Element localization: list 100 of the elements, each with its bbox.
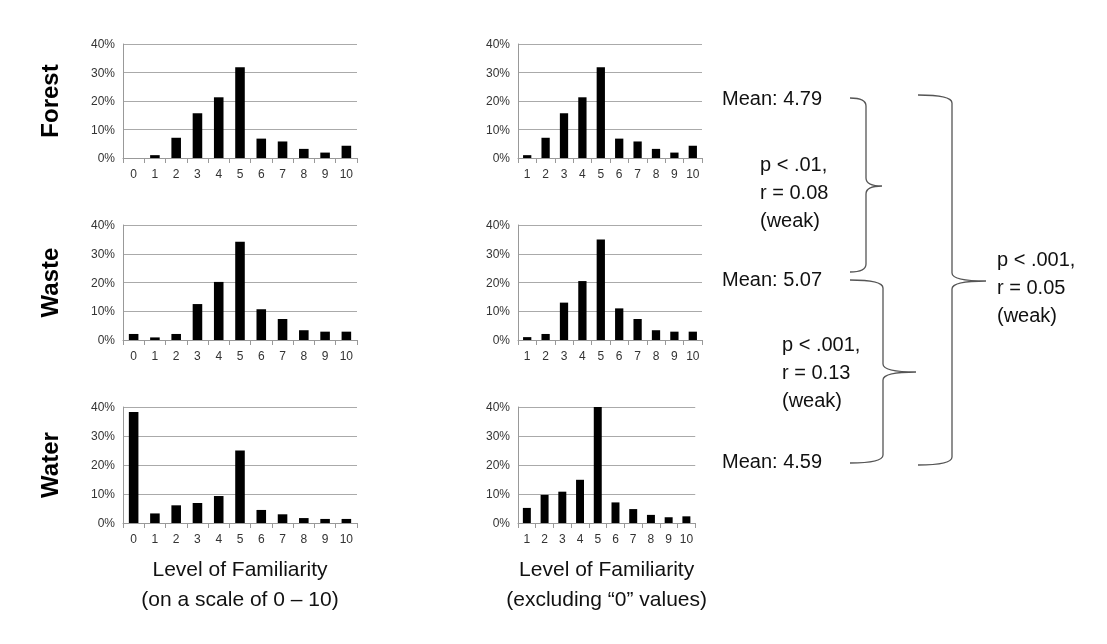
x-tick-label: 6 — [615, 349, 623, 363]
bar — [593, 407, 602, 523]
x-tick-label: 8 — [300, 532, 308, 546]
bar — [299, 518, 309, 523]
bar — [128, 333, 139, 340]
y-tick-label: 10% — [90, 122, 116, 137]
x-tick-label: 5 — [236, 167, 244, 181]
bar — [192, 304, 203, 340]
x-tick-label: 10 — [339, 167, 354, 181]
x-tick-label: 3 — [560, 167, 568, 181]
x-tick-label: 1 — [523, 532, 531, 546]
x-tick-label: 5 — [597, 349, 605, 363]
bar — [256, 138, 267, 158]
y-tick-label: 20% — [90, 275, 116, 290]
y-tick-label: 30% — [90, 246, 116, 261]
x-tick-label: 2 — [541, 532, 549, 546]
bar — [235, 241, 245, 340]
x-tick-label: 3 — [194, 349, 202, 363]
x-tick-label: 9 — [671, 167, 679, 181]
text: p < .001, r = 0.05 (weak) — [997, 247, 1076, 328]
x-tick-label: 2 — [172, 532, 180, 546]
bar — [213, 281, 224, 340]
x-tick-label: 6 — [612, 532, 620, 546]
bar — [192, 113, 203, 158]
x-tick-label: 9 — [321, 349, 329, 363]
bar — [277, 319, 288, 340]
x-tick-label: 0 — [130, 349, 138, 363]
bar — [150, 337, 160, 340]
x-tick-label: 2 — [542, 167, 550, 181]
bar — [558, 491, 567, 523]
bar — [320, 331, 330, 340]
y-tick-label: 30% — [485, 246, 511, 261]
bar — [235, 67, 245, 158]
y-tick-label: 30% — [485, 65, 511, 80]
x-tick-label: 3 — [194, 167, 202, 181]
bar — [256, 509, 267, 523]
bar — [341, 518, 352, 523]
bar — [320, 152, 330, 158]
x-tick-label: 6 — [257, 532, 265, 546]
y-tick-label: 10% — [485, 304, 511, 319]
y-axis-title: Waste — [35, 247, 63, 318]
bar — [646, 514, 655, 523]
bar — [150, 155, 160, 158]
x-tick-label: 3 — [558, 532, 566, 546]
bar — [670, 331, 679, 340]
x-tick-label: 7 — [634, 349, 642, 363]
bar — [341, 145, 352, 158]
x-tick-label: 7 — [629, 532, 637, 546]
x-tick-label: 0 — [130, 532, 138, 546]
x-tick-label: 1 — [151, 349, 159, 363]
bar — [150, 513, 160, 523]
x-tick-label: 7 — [634, 167, 642, 181]
x-tick-label: 4 — [576, 532, 584, 546]
x-tick-label: 4 — [579, 167, 587, 181]
y-tick-label: 0% — [492, 333, 511, 347]
y-tick-label: 30% — [485, 429, 511, 443]
bar — [578, 281, 587, 340]
y-tick-label: 30% — [90, 65, 116, 80]
bar — [171, 137, 181, 158]
bar — [596, 239, 605, 340]
x-tick-label: 8 — [652, 167, 660, 181]
bar — [670, 152, 679, 158]
y-axis-title: Forest — [35, 64, 63, 138]
y-tick-label: 0% — [492, 151, 511, 165]
x-tick-label: 1 — [151, 167, 159, 181]
x-tick-label: 9 — [665, 532, 673, 546]
x-tick-label: 6 — [257, 167, 265, 181]
bar — [596, 67, 605, 158]
x-tick-label: 9 — [321, 167, 329, 181]
y-tick-label: 20% — [90, 458, 116, 472]
x-tick-label: 10 — [339, 349, 354, 363]
bar — [688, 331, 697, 340]
x-tick-label: 1 — [523, 167, 531, 181]
bar — [128, 411, 139, 523]
bar — [541, 137, 550, 158]
bar — [213, 97, 224, 158]
bar — [523, 155, 532, 158]
x-tick-label: 7 — [279, 349, 287, 363]
y-tick-label: 20% — [485, 458, 511, 472]
bar — [540, 494, 549, 523]
bar — [341, 331, 352, 340]
bar — [651, 148, 661, 158]
x-tick-label: 9 — [671, 349, 679, 363]
x-tick-label: 4 — [579, 349, 587, 363]
x-tick-label: 4 — [215, 349, 223, 363]
bar — [192, 502, 203, 523]
bar — [277, 141, 288, 158]
y-tick-label: 40% — [90, 37, 116, 51]
x-tick-label: 2 — [542, 349, 550, 363]
y-tick-label: 40% — [90, 218, 116, 232]
bar — [299, 148, 309, 158]
y-tick-label: 40% — [485, 37, 511, 51]
x-tick-label: 8 — [300, 349, 308, 363]
y-axis-title: Water — [35, 432, 63, 498]
x-tick-label: 4 — [215, 532, 223, 546]
bar — [171, 333, 181, 340]
x-tick-label: 9 — [321, 532, 329, 546]
y-tick-label: 30% — [90, 429, 116, 443]
y-tick-label: 0% — [97, 151, 116, 165]
bar — [629, 509, 638, 523]
